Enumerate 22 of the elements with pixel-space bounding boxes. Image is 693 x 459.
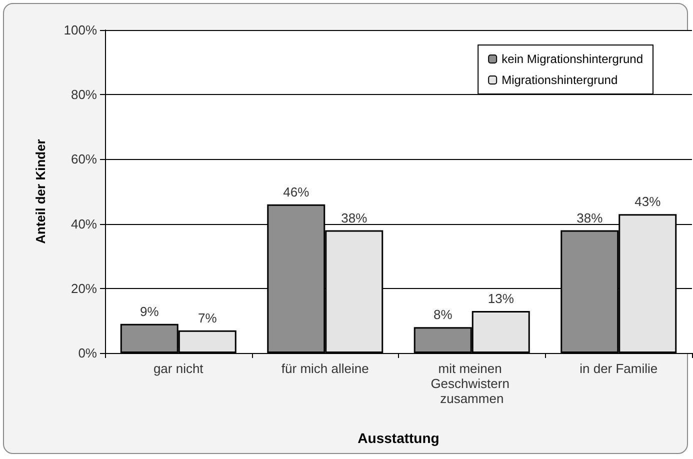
legend-label: kein Migrationshintergrund [502,52,644,66]
data-label: 46% [283,184,310,200]
x-axis-title: Ausstattung [358,430,440,446]
x-tick-label: in der Familie [580,361,658,376]
data-label: 9% [140,304,160,319]
y-tick-label: 100% [64,22,98,38]
y-axis-title: Anteil der Kinder [33,139,48,244]
x-tick-label: mit meinen Geschwistern zusammen [430,361,514,406]
y-tick-label: 40% [70,216,98,232]
x-tick-label: für mich alleine [281,361,369,376]
y-tick-label: 20% [70,280,98,296]
data-label: 7% [198,310,218,326]
y-tick-label: 80% [70,87,98,102]
data-label: 38% [576,210,604,226]
legend-label: Migrationshintergrund [502,73,618,87]
data-label: 13% [488,291,514,306]
data-label: 43% [634,194,662,210]
data-label: 38% [341,210,368,226]
data-label: 8% [433,307,453,322]
y-tick-label: 60% [70,152,98,167]
y-tick-label: 0% [78,346,98,360]
x-tick-label: gar nicht [153,361,204,376]
